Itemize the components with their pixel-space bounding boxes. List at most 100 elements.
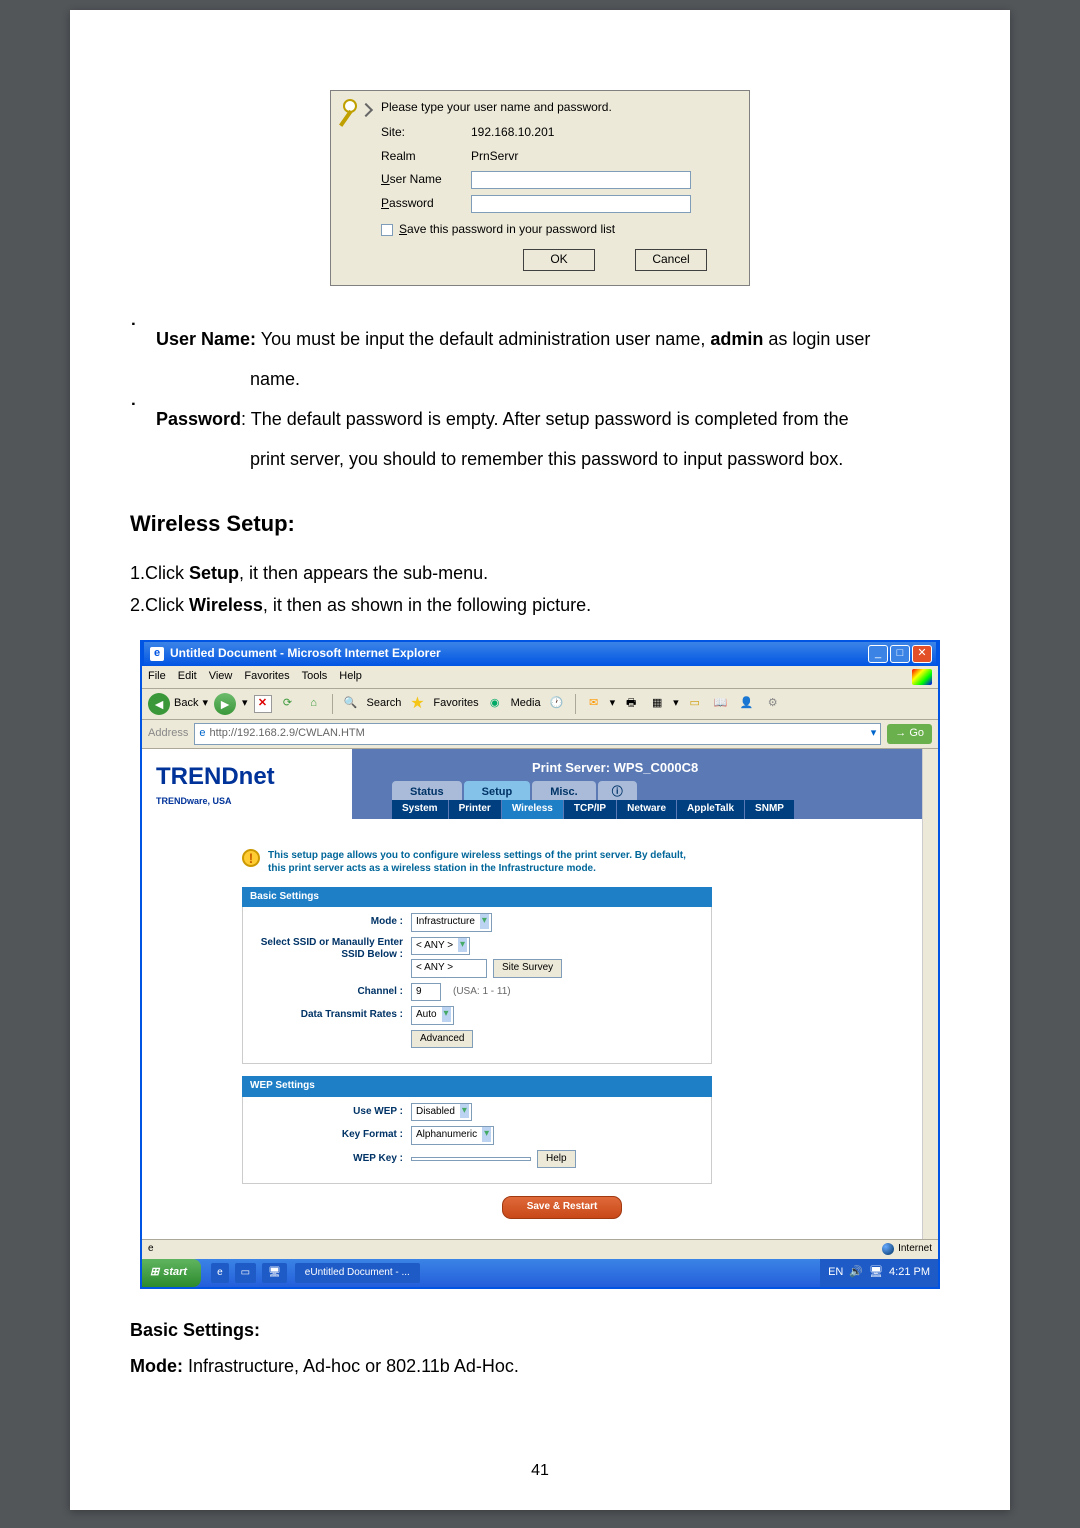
edit-button[interactable]: ▦ xyxy=(647,694,667,714)
print-server-title: Print Server: WPS_C000C8 xyxy=(532,759,698,778)
channel-hint: (USA: 1 - 11) xyxy=(453,985,511,1000)
key-format-label: Key Format : xyxy=(251,1128,411,1143)
wep-key-input[interactable] xyxy=(411,1157,531,1161)
username-input[interactable] xyxy=(471,171,691,189)
site-value: 192.168.10.201 xyxy=(471,124,554,141)
info-text: This setup page allows you to configure … xyxy=(268,849,688,875)
scrollbar[interactable] xyxy=(922,749,938,1239)
save-password-checkbox[interactable] xyxy=(381,224,393,236)
quick-launch-2[interactable]: ▭ xyxy=(235,1263,256,1283)
help-button[interactable]: Help xyxy=(537,1150,576,1169)
mode-label: Mode : xyxy=(251,915,411,930)
subtab-snmp[interactable]: SNMP xyxy=(745,800,795,819)
menu-help[interactable]: Help xyxy=(339,669,362,685)
print-button[interactable]: 🖶 xyxy=(621,694,641,714)
history-button[interactable]: 🕐 xyxy=(547,694,567,714)
menubar: File Edit View Favorites Tools Help xyxy=(142,666,938,689)
channel-label: Channel : xyxy=(251,985,411,1000)
subtab-wireless[interactable]: Wireless xyxy=(502,800,564,819)
quick-launch-1[interactable]: e xyxy=(211,1263,229,1283)
subtab-netware[interactable]: Netware xyxy=(617,800,677,819)
address-label: Address xyxy=(148,726,188,742)
taskbar: ⊞start e ▭ 🖥 e Untitled Document - ... E… xyxy=(142,1259,938,1287)
step-1: 1.Click Setup, it then appears the sub-m… xyxy=(130,560,950,586)
extra-button[interactable]: ⚙ xyxy=(763,694,783,714)
password-input[interactable] xyxy=(471,195,691,213)
refresh-button[interactable]: ⟳ xyxy=(278,694,298,714)
realm-value: PrnServr xyxy=(471,148,518,165)
step-2: 2.Click Wireless, it then as shown in th… xyxy=(130,592,950,618)
menu-favorites[interactable]: Favorites xyxy=(244,669,289,685)
ssid-select[interactable]: < ANY > xyxy=(411,937,470,956)
language-indicator[interactable]: EN xyxy=(828,1265,843,1281)
start-button[interactable]: ⊞start xyxy=(142,1259,201,1287)
research-button[interactable]: 📖 xyxy=(711,694,731,714)
subtab-appletalk[interactable]: AppleTalk xyxy=(677,800,745,819)
messenger-button[interactable]: 👤 xyxy=(737,694,757,714)
menu-view[interactable]: View xyxy=(209,669,233,685)
tray-icon: 🔊 xyxy=(849,1265,863,1281)
close-button[interactable]: ✕ xyxy=(912,645,932,663)
mode-description: Mode: Infrastructure, Ad-hoc or 802.11b … xyxy=(130,1353,950,1379)
status-icon: e xyxy=(148,1242,154,1257)
forward-button[interactable]: ► xyxy=(214,693,236,715)
auth-prompt: Please type your user name and password. xyxy=(381,99,737,116)
taskbar-doc[interactable]: e Untitled Document - ... xyxy=(295,1263,420,1283)
use-wep-select[interactable]: Disabled xyxy=(411,1103,472,1122)
menu-edit[interactable]: Edit xyxy=(178,669,197,685)
stop-button[interactable]: ✕ xyxy=(254,695,272,713)
window-title: Untitled Document - Microsoft Internet E… xyxy=(170,645,441,662)
ssid-input[interactable]: < ANY > xyxy=(411,959,487,978)
bullet-username-cont: name. xyxy=(250,366,950,392)
minimize-button[interactable]: _ xyxy=(868,645,888,663)
trendnet-logo: TRENDnet TRENDware, USA xyxy=(142,760,352,808)
password-label: Password xyxy=(381,195,471,212)
browser-window: e Untitled Document - Microsoft Internet… xyxy=(140,640,940,1289)
rate-select[interactable]: Auto xyxy=(411,1006,454,1025)
page-header: Print Server: WPS_C000C8 Status Setup Mi… xyxy=(352,749,922,819)
basic-settings-header: Basic Settings xyxy=(242,887,712,908)
back-button[interactable]: ◄Back ▾ xyxy=(148,693,208,715)
ie-logo-icon xyxy=(912,669,932,685)
key-format-select[interactable]: Alphanumeric xyxy=(411,1126,494,1145)
ok-button[interactable]: OK xyxy=(523,249,595,271)
address-input[interactable]: ehttp://192.168.2.9/CWLAN.HTM ▾ xyxy=(194,723,881,745)
titlebar: e Untitled Document - Microsoft Internet… xyxy=(142,640,938,666)
go-button[interactable]: → Go xyxy=(887,724,932,744)
key-icon xyxy=(343,99,371,133)
basic-settings-heading: Basic Settings: xyxy=(130,1317,950,1343)
channel-input[interactable]: 9 xyxy=(411,983,441,1002)
maximize-button[interactable]: □ xyxy=(890,645,910,663)
site-survey-button[interactable]: Site Survey xyxy=(493,959,562,978)
save-restart-button[interactable]: Save & Restart xyxy=(502,1196,622,1219)
bullet-dot: ˙ xyxy=(130,326,156,352)
subtab-system[interactable]: System xyxy=(392,800,449,819)
mail-button[interactable]: ✉ xyxy=(584,694,604,714)
cancel-button[interactable]: Cancel xyxy=(635,249,707,271)
address-bar: Address ehttp://192.168.2.9/CWLAN.HTM ▾ … xyxy=(142,720,938,749)
page-number: 41 xyxy=(70,1459,1010,1482)
favorites-button[interactable]: ★ xyxy=(407,694,427,714)
home-button[interactable]: ⌂ xyxy=(304,694,324,714)
bullet-password: ˙ Password: The default password is empt… xyxy=(130,406,950,432)
search-button[interactable]: 🔍 xyxy=(341,694,361,714)
mode-select[interactable]: Infrastructure xyxy=(411,913,492,932)
media-button[interactable]: ◉ xyxy=(485,694,505,714)
bullet-username: ˙ User Name: You must be input the defau… xyxy=(130,326,950,352)
menu-file[interactable]: File xyxy=(148,669,166,685)
info-row: ! This setup page allows you to configur… xyxy=(242,849,882,875)
discuss-button[interactable]: ▭ xyxy=(685,694,705,714)
quick-launch-3[interactable]: 🖥 xyxy=(262,1263,287,1283)
menu-tools[interactable]: Tools xyxy=(302,669,328,685)
document-page: Please type your user name and password.… xyxy=(70,10,1010,1510)
ssid-label: Select SSID or Manaully Enter SSID Below… xyxy=(251,937,411,961)
subtab-tcpip[interactable]: TCP/IP xyxy=(564,800,617,819)
use-wep-label: Use WEP : xyxy=(251,1105,411,1120)
wep-settings-table: Use WEP : Disabled Key Format : Alphanum… xyxy=(242,1097,712,1185)
ie-icon: e xyxy=(150,647,164,661)
site-label: Site: xyxy=(381,124,471,141)
subtab-printer[interactable]: Printer xyxy=(449,800,502,819)
wep-key-label: WEP Key : xyxy=(251,1152,411,1167)
basic-settings-table: Mode : Infrastructure Select SSID or Man… xyxy=(242,907,712,1064)
advanced-button[interactable]: Advanced xyxy=(411,1030,473,1049)
